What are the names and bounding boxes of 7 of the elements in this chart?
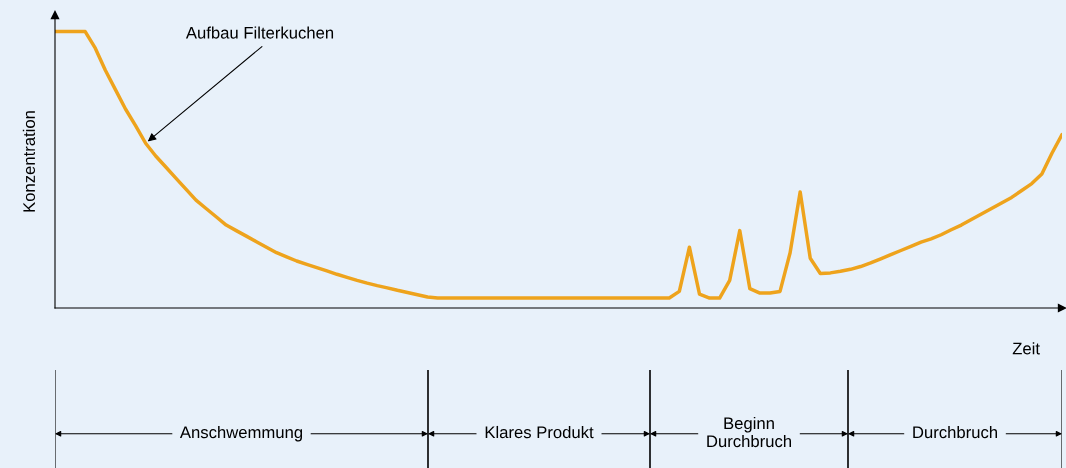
annotation: Aufbau Filterkuchen [185,26,334,39]
text: Beginn Durchbruch [707,416,791,448]
text: Anschwemmung [179,425,303,442]
x-axis-title: Zeit [1012,342,1040,355]
text: Klares Produkt [485,425,594,439]
y-axis-title: Konzentration [22,111,36,212]
text: Durchbruch [913,425,997,439]
